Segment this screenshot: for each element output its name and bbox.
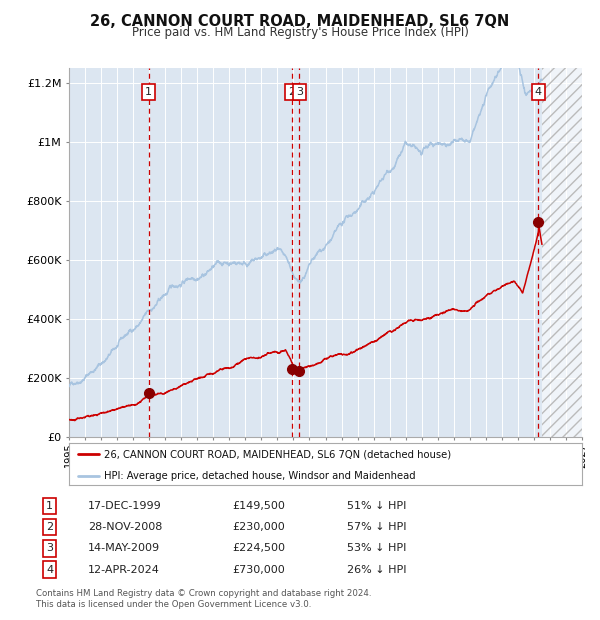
- Text: 26, CANNON COURT ROAD, MAIDENHEAD, SL6 7QN (detached house): 26, CANNON COURT ROAD, MAIDENHEAD, SL6 7…: [104, 449, 451, 459]
- Text: £224,500: £224,500: [233, 543, 286, 554]
- Text: 2: 2: [46, 522, 53, 533]
- Text: 26% ↓ HPI: 26% ↓ HPI: [347, 565, 407, 575]
- Text: 51% ↓ HPI: 51% ↓ HPI: [347, 501, 407, 511]
- Text: 28-NOV-2008: 28-NOV-2008: [88, 522, 162, 533]
- Text: 53% ↓ HPI: 53% ↓ HPI: [347, 543, 407, 554]
- Text: £230,000: £230,000: [233, 522, 286, 533]
- Text: 4: 4: [535, 87, 542, 97]
- Text: 3: 3: [296, 87, 303, 97]
- Text: Contains HM Land Registry data © Crown copyright and database right 2024.: Contains HM Land Registry data © Crown c…: [36, 589, 371, 598]
- Text: 17-DEC-1999: 17-DEC-1999: [88, 501, 161, 511]
- Text: 2: 2: [289, 87, 296, 97]
- Text: 14-MAY-2009: 14-MAY-2009: [88, 543, 160, 554]
- Text: Price paid vs. HM Land Registry's House Price Index (HPI): Price paid vs. HM Land Registry's House …: [131, 26, 469, 39]
- Text: £149,500: £149,500: [233, 501, 286, 511]
- Bar: [542, 68, 582, 437]
- Text: HPI: Average price, detached house, Windsor and Maidenhead: HPI: Average price, detached house, Wind…: [104, 471, 416, 480]
- Text: 1: 1: [145, 87, 152, 97]
- Text: 57% ↓ HPI: 57% ↓ HPI: [347, 522, 407, 533]
- Text: This data is licensed under the Open Government Licence v3.0.: This data is licensed under the Open Gov…: [36, 600, 311, 609]
- Text: 3: 3: [46, 543, 53, 554]
- Text: 4: 4: [46, 565, 53, 575]
- Text: £730,000: £730,000: [233, 565, 286, 575]
- Text: 26, CANNON COURT ROAD, MAIDENHEAD, SL6 7QN: 26, CANNON COURT ROAD, MAIDENHEAD, SL6 7…: [91, 14, 509, 29]
- Bar: [542, 68, 582, 437]
- Text: 1: 1: [46, 501, 53, 511]
- Text: 12-APR-2024: 12-APR-2024: [88, 565, 160, 575]
